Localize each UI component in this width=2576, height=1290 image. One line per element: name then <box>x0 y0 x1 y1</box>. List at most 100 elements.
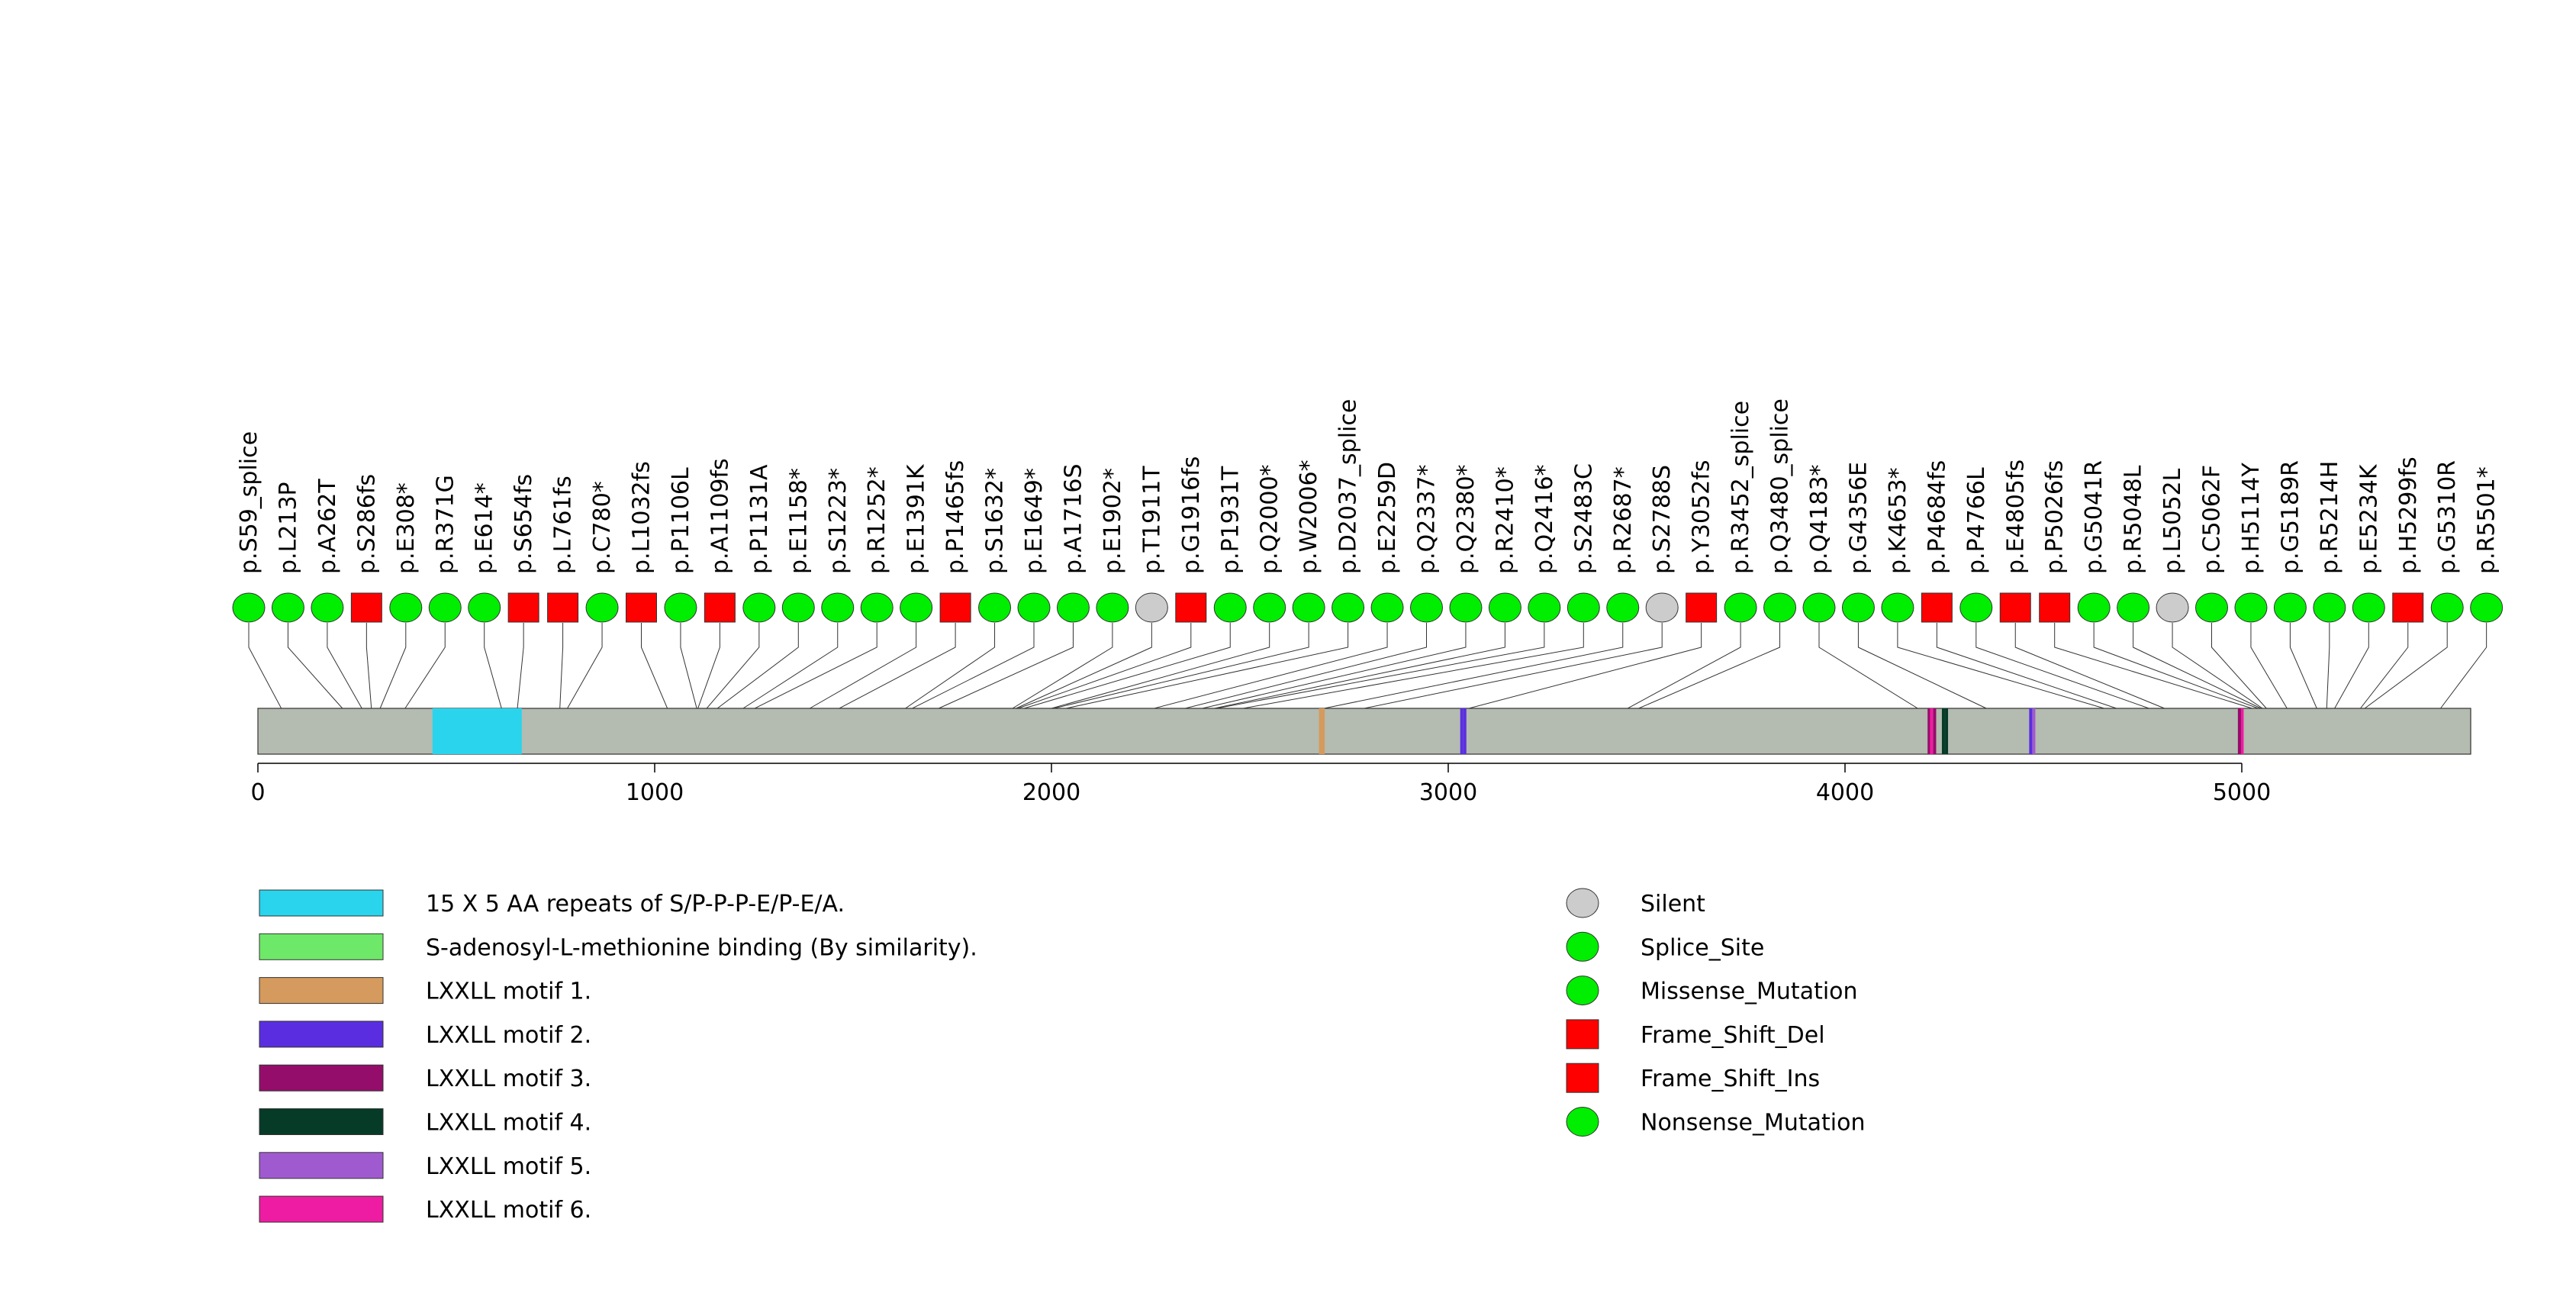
mutation-marker[interactable] <box>704 592 736 623</box>
mutation-marker[interactable] <box>2156 592 2189 623</box>
mutation-type-legend: Silent Splice_Site Missense_Mutation Frame_… <box>1566 888 1866 1137</box>
legend-type-swatch <box>1566 888 1599 918</box>
mutation-marker[interactable] <box>2470 592 2504 623</box>
site-mark-5 <box>1460 708 1463 754</box>
mutation-marker[interactable] <box>389 592 423 623</box>
legend-domain-swatch <box>259 1195 384 1223</box>
mutation-marker[interactable] <box>821 592 855 623</box>
mutation-label: p.G1916fs <box>1178 456 1205 574</box>
mutation-marker[interactable] <box>664 592 697 623</box>
mutation-marker[interactable] <box>1253 592 1286 623</box>
mutation-marker[interactable] <box>781 592 815 623</box>
mutation-marker[interactable] <box>271 592 304 623</box>
mutation-label: p.E308* <box>393 482 420 574</box>
site-mark-6 <box>1319 708 1322 754</box>
mutation-marker[interactable] <box>350 592 382 623</box>
mutation-label: p.E2259D <box>1374 462 1401 574</box>
mutation-marker[interactable] <box>742 592 776 623</box>
legend-domain-swatch <box>259 889 384 917</box>
mutation-marker[interactable] <box>900 592 933 623</box>
mutation-labels: p.S59_splice p.L213P p.A262T p.S286fs p.E308… <box>236 398 2500 574</box>
mutation-label: p.Q2416* <box>1531 464 1558 574</box>
legend-type-label: Splice_Site <box>1641 934 1764 961</box>
mutation-marker[interactable] <box>2430 592 2464 623</box>
mutation-marker[interactable] <box>1841 592 1875 623</box>
mutation-label: p.R371G <box>432 475 459 574</box>
mutation-marker[interactable] <box>547 592 579 623</box>
mutation-label: p.R5048L <box>2120 465 2147 574</box>
site-mark-3 <box>2029 708 2033 754</box>
mutation-marker[interactable] <box>1686 592 1718 623</box>
mutation-marker[interactable] <box>1606 592 1640 623</box>
mutation-marker[interactable] <box>1802 592 1836 623</box>
mutation-marker[interactable] <box>1135 592 1168 623</box>
mutation-marker[interactable] <box>2352 592 2385 623</box>
mutation-marker[interactable] <box>1881 592 1914 623</box>
domain-6 <box>2032 708 2036 754</box>
x-tick-label: 4000 <box>1816 779 1874 806</box>
legend-type-label: Missense_Mutation <box>1641 979 1858 1005</box>
mutation-marker[interactable] <box>585 592 619 623</box>
site-mark-2 <box>1941 708 1945 754</box>
mutation-marker[interactable] <box>1449 592 1483 623</box>
mutation-marker[interactable] <box>860 592 894 623</box>
mutation-label: p.Q2380* <box>1453 464 1480 574</box>
mutation-marker[interactable] <box>1921 592 1953 623</box>
legend-domain-label: LXXLL motif 3. <box>426 1066 591 1092</box>
mutation-label: p.G5041R <box>2081 460 2107 574</box>
legend-type-swatch <box>1566 1107 1599 1137</box>
mutation-marker[interactable] <box>2273 592 2307 623</box>
mutation-marker[interactable] <box>1763 592 1797 623</box>
legend-domain-swatch <box>259 1152 384 1179</box>
mutation-marker[interactable] <box>626 592 657 623</box>
mutation-label: p.A262T <box>314 479 341 574</box>
mutation-marker[interactable] <box>1056 592 1090 623</box>
mutation-marker[interactable] <box>2039 592 2071 623</box>
mutation-marker[interactable] <box>1017 592 1051 623</box>
mutation-marker[interactable] <box>1096 592 1129 623</box>
mutation-marker[interactable] <box>2313 592 2346 623</box>
mutation-marker[interactable] <box>1528 592 1561 623</box>
mutation-marker[interactable] <box>2195 592 2228 623</box>
mutation-marker[interactable] <box>1959 592 1993 623</box>
mutation-marker[interactable] <box>428 592 462 623</box>
legend-type-label: Frame_Shift_Del <box>1641 1022 1825 1049</box>
mutation-label: p.A1716S <box>1060 464 1087 575</box>
mutation-marker[interactable] <box>232 592 266 623</box>
mutation-marker[interactable] <box>1331 592 1365 623</box>
mutation-marker[interactable] <box>978 592 1012 623</box>
mutation-marker[interactable] <box>1410 592 1443 623</box>
domain-legend: 15 X 5 AA repeats of S/P-P-P-E/P-E/A. S-a… <box>259 889 977 1224</box>
mutation-label: p.S1223* <box>825 468 852 574</box>
legend-domain-label: 15 X 5 AA repeats of S/P-P-P-E/P-E/A. <box>426 891 845 918</box>
mutation-label: p.P1931T <box>1217 466 1244 574</box>
legend-type-swatch <box>1566 976 1599 1006</box>
mutation-marker[interactable] <box>1724 592 1757 623</box>
protein-backbone <box>257 708 2471 755</box>
mutation-marker[interactable] <box>2234 592 2268 623</box>
mutation-marker[interactable] <box>1292 592 1325 623</box>
mutation-marker[interactable] <box>1645 592 1679 623</box>
mutation-label: p.H5299fs <box>2395 456 2422 574</box>
mutation-marker[interactable] <box>2077 592 2111 623</box>
mutation-marker[interactable] <box>1175 592 1207 623</box>
site-mark-1 <box>1930 708 1934 754</box>
mutation-marker[interactable] <box>939 592 971 623</box>
mutation-marker[interactable] <box>2392 592 2424 623</box>
mutation-label: p.L5052L <box>2159 468 2186 574</box>
mutation-marker[interactable] <box>468 592 501 623</box>
domain-2 <box>1322 708 1325 754</box>
mutation-marker[interactable] <box>1213 592 1247 623</box>
mutation-marker[interactable] <box>2117 592 2150 623</box>
legend-type-swatch <box>1566 1019 1599 1050</box>
mutation-marker[interactable] <box>1370 592 1404 623</box>
mutation-marker[interactable] <box>1488 592 1521 623</box>
mutation-marker[interactable] <box>311 592 344 623</box>
mutation-marker[interactable] <box>1999 592 2031 623</box>
mutation-marker[interactable] <box>507 592 539 623</box>
mutation-marker[interactable] <box>1567 592 1600 623</box>
mutation-label: p.S2483C <box>1570 463 1597 574</box>
mutation-label: p.E614* <box>472 482 498 574</box>
mutation-markers <box>232 592 2504 623</box>
mutation-label: p.W2006* <box>1296 460 1322 574</box>
